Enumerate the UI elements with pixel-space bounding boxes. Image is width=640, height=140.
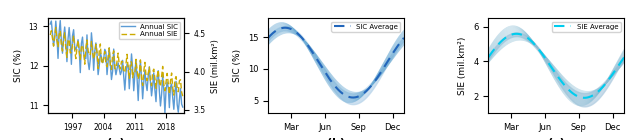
Line: SIE Average: SIE Average: [488, 34, 624, 98]
Annual SIC: [83, 34, 91, 36]
SIC Average: [380, 67, 387, 69]
SIE Average: [566, 90, 573, 91]
X-axis label: (b): (b): [327, 138, 345, 140]
Annual SIE: [121, 71, 129, 73]
SIC Average: [346, 96, 353, 98]
SIC Average: [345, 96, 353, 98]
Annual SIC: [76, 48, 83, 50]
SIE Average: [513, 33, 520, 35]
SIE Average: [609, 74, 616, 76]
SIE Average: [565, 89, 573, 91]
SIC Average: [388, 53, 396, 55]
SIE Average: [484, 57, 492, 58]
Annual SIC: [56, 20, 64, 21]
Line: SIC Average: SIC Average: [268, 28, 404, 98]
Annual SIE: [52, 27, 60, 28]
Line: Annual SIE: Annual SIE: [50, 28, 183, 96]
SIC Average: [349, 97, 357, 98]
Line: Annual SIC: Annual SIC: [50, 21, 183, 113]
Legend: Annual SIC, Annual SIE: Annual SIC, Annual SIE: [119, 22, 180, 39]
Annual SIE: [179, 95, 187, 97]
SIE Average: [620, 57, 628, 58]
Annual SIE: [152, 88, 160, 89]
Annual SIC: [161, 112, 169, 114]
Annual SIC: [177, 88, 184, 89]
Annual SIC: [139, 98, 147, 100]
SIE Average: [580, 97, 588, 99]
SIE Average: [600, 85, 607, 87]
Annual SIC: [179, 106, 187, 108]
SIC Average: [348, 97, 355, 98]
Legend: SIC Average: SIC Average: [332, 22, 401, 32]
Annual SIE: [139, 85, 147, 86]
Annual SIC: [152, 101, 160, 102]
Legend: SIE Average: SIE Average: [552, 22, 621, 32]
Annual SIE: [46, 34, 54, 36]
SIE Average: [568, 92, 575, 93]
X-axis label: (c): (c): [548, 138, 564, 140]
Y-axis label: SIC (%): SIC (%): [234, 49, 243, 82]
Annual SIC: [121, 89, 129, 91]
SIC Average: [281, 27, 289, 29]
Annual SIC: [46, 23, 54, 25]
Annual SIE: [83, 39, 91, 41]
SIE Average: [484, 56, 492, 58]
SIC Average: [264, 37, 272, 39]
Y-axis label: SIE (mil.km²): SIE (mil.km²): [211, 39, 220, 93]
X-axis label: (a): (a): [107, 138, 125, 140]
Y-axis label: SIE (mil.km²): SIE (mil.km²): [458, 37, 467, 95]
Y-axis label: SIC (%): SIC (%): [14, 49, 23, 82]
Annual SIE: [175, 80, 183, 82]
SIC Average: [400, 37, 408, 39]
Annual SIE: [76, 51, 83, 52]
SIC Average: [265, 37, 273, 38]
